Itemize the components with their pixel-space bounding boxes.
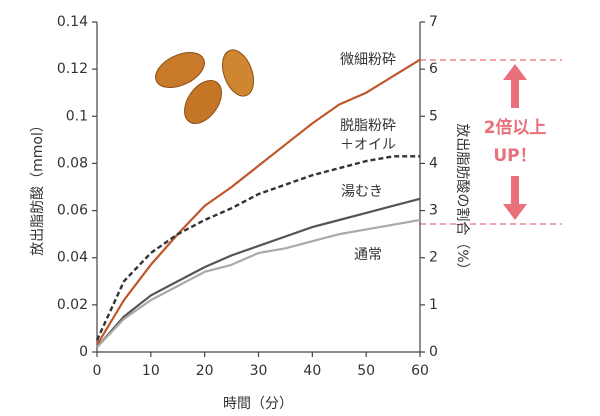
ratio-marker (420, 59, 562, 225)
ratio-arrows (503, 64, 527, 220)
y-tick-label: 0.02 (57, 297, 88, 313)
series-line (95, 155, 420, 341)
x-tick-label: 20 (196, 363, 214, 379)
series-label-text: 湯むき (341, 183, 383, 200)
series-label: 脱脂粉砕＋オイル (340, 118, 396, 153)
series-line (96, 58, 421, 346)
series-label: 微細粉砕 (340, 51, 396, 68)
y-tick-label: 0.1 (66, 108, 88, 124)
annotation: 2倍以上 (484, 117, 547, 138)
series-line (96, 218, 421, 349)
y2-axis-label: 放出脂肪酸の割合（%） (454, 123, 471, 276)
series-line (96, 197, 421, 349)
y-tick-label: 0 (79, 344, 88, 360)
y2-tick-label: 5 (429, 108, 438, 124)
x-tick-label: 30 (250, 363, 268, 379)
y2-tick-label: 2 (429, 250, 438, 266)
y-tick-label: 0.08 (57, 155, 88, 171)
y2-tick-label: 4 (429, 155, 438, 171)
series-label-text: 微細粉砕 (340, 51, 396, 68)
x-tick-label: 60 (411, 363, 429, 379)
almond-icon (155, 49, 255, 124)
series-label: 湯むき (341, 183, 383, 200)
y2-tick-label: 3 (429, 203, 438, 219)
series-label-text: 脱脂粉砕＋オイル (340, 118, 396, 153)
y-tick-label: 0.14 (57, 14, 88, 30)
y2-tick-label: 0 (429, 344, 438, 360)
y2-tick-label: 1 (429, 297, 438, 313)
annotation: UP！ (493, 146, 536, 166)
x-tick-label: 50 (357, 363, 375, 379)
y2-tick-label: 7 (429, 14, 438, 30)
y-tick-label: 0.06 (57, 203, 88, 219)
y-axis-label: 放出脂肪酸（mmol） (30, 118, 46, 256)
y-tick-label: 0.12 (57, 61, 88, 77)
x-axis-label: 時間（分） (223, 396, 293, 412)
y-tick-label: 0.04 (57, 250, 88, 266)
series-label: 通常 (354, 246, 382, 263)
x-tick-label: 10 (142, 363, 160, 379)
x-tick-label: 40 (303, 363, 321, 379)
series-label-text: 通常 (354, 246, 382, 263)
x-tick-label: 0 (93, 363, 102, 379)
y2-tick-label: 6 (429, 61, 438, 77)
